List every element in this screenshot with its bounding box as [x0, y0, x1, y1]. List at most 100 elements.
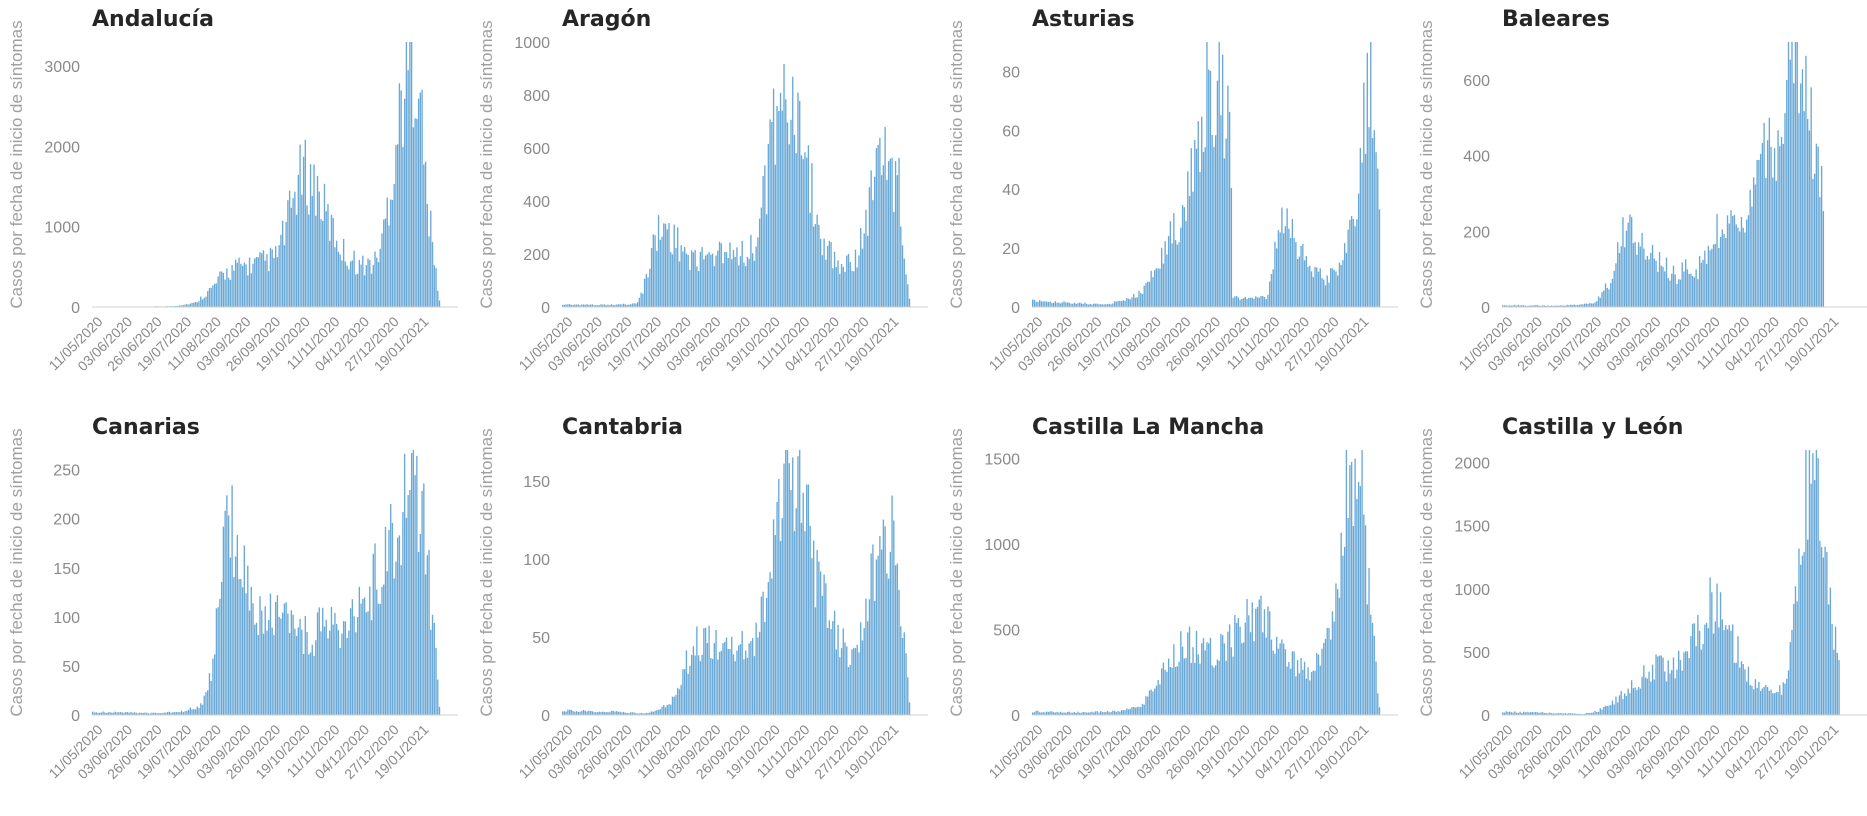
chart-bar — [854, 648, 857, 715]
chart-bar — [1646, 255, 1649, 307]
chart-bar — [589, 711, 592, 715]
chart-bar — [275, 601, 277, 715]
chart-bar — [746, 657, 749, 715]
chart-bar — [799, 101, 801, 307]
chart-bar — [268, 619, 270, 715]
chart-bar — [1154, 270, 1156, 307]
chart-bar — [816, 214, 818, 307]
chart-bar — [102, 711, 104, 715]
chart-bar — [1777, 130, 1779, 307]
chart-bar — [1051, 711, 1053, 715]
chart-bar — [1807, 539, 1809, 715]
chart-bar — [1347, 517, 1349, 715]
chart-bar — [839, 657, 841, 715]
chart-bar — [229, 279, 232, 307]
chart-bar — [1288, 662, 1290, 715]
chart-bar — [266, 254, 268, 307]
chart-bar — [1298, 673, 1301, 715]
chart-bar — [189, 303, 191, 307]
chart-bar — [1350, 216, 1353, 307]
chart-bar — [405, 517, 408, 715]
chart-bar — [1690, 636, 1692, 715]
chart-bar — [1759, 153, 1762, 307]
chart-bar — [1716, 213, 1718, 307]
chart-bar — [351, 260, 354, 307]
chart-bar — [342, 620, 345, 715]
chart-bar — [795, 153, 797, 307]
chart-bar — [1618, 695, 1621, 715]
chart-bar — [410, 42, 413, 307]
chart-bar — [236, 262, 239, 307]
chart-bar — [568, 304, 571, 307]
panel-cantabria: Cantabria Casos por fecha de inicio de sí… — [470, 408, 938, 816]
chart-bar — [433, 265, 435, 307]
chart-bar — [673, 696, 675, 715]
chart-bar — [1033, 712, 1036, 715]
chart-bar — [635, 713, 637, 715]
chart-bar — [1775, 180, 1777, 307]
chart-bar — [1594, 302, 1596, 307]
chart-bar — [886, 179, 888, 307]
chart-bar — [893, 520, 895, 715]
chart-bar — [762, 591, 764, 715]
chart-bar — [624, 712, 627, 715]
chart-bar — [1719, 592, 1722, 715]
chart-bar — [1807, 119, 1809, 307]
chart-bar — [1718, 627, 1720, 715]
chart-bar — [1787, 42, 1790, 307]
chart-bar — [1181, 205, 1184, 307]
chart-bar — [865, 209, 867, 307]
chart-bar — [1377, 168, 1379, 307]
chart-bar — [1707, 245, 1710, 307]
chart-title: Andalucía — [92, 7, 214, 32]
chart-bar — [1686, 269, 1689, 307]
chart-bar — [1773, 148, 1776, 307]
chart-bar — [598, 711, 600, 715]
chart-bar — [1718, 247, 1720, 307]
chart-bar — [1651, 244, 1654, 307]
chart-bar — [207, 291, 209, 307]
chart-bar — [819, 238, 822, 307]
chart-bar — [1324, 285, 1327, 307]
chart-bar — [1820, 165, 1823, 307]
chart-bar — [255, 622, 258, 715]
chart-bar — [1288, 228, 1290, 307]
chart-bar — [1068, 711, 1070, 715]
chart-bar — [1075, 303, 1077, 307]
chart-bar — [1152, 277, 1154, 307]
chart-bar — [713, 266, 715, 307]
chart-bar — [180, 305, 183, 307]
chart-bar — [812, 226, 815, 307]
chart-bar — [1180, 227, 1182, 307]
chart-bar — [426, 204, 428, 307]
chart-bar — [1667, 277, 1669, 307]
chart-bar — [738, 645, 740, 715]
y-tick-label: 0 — [1481, 708, 1490, 725]
chart-bar — [280, 618, 282, 715]
chart-bar — [121, 712, 123, 715]
chart-bar — [281, 220, 284, 307]
chart-bar — [673, 224, 675, 307]
chart-bar — [1167, 236, 1170, 307]
chart-bar — [1145, 283, 1147, 307]
chart-bar — [1089, 712, 1091, 715]
chart-bar — [1117, 711, 1119, 715]
y-tick-label: 0 — [71, 300, 80, 317]
chart-bar — [1079, 302, 1081, 307]
chart-bar — [1129, 708, 1131, 715]
chart-bar — [1208, 69, 1210, 307]
chart-bar — [847, 253, 850, 307]
chart-bar — [360, 264, 362, 307]
chart-bar — [1716, 583, 1718, 715]
panel-canarias: Canarias Casos por fecha de inicio de sín… — [0, 408, 468, 816]
chart-bar — [727, 648, 729, 715]
chart-bar — [1698, 630, 1701, 715]
chart-bar — [346, 637, 348, 715]
chart-bar — [661, 706, 663, 715]
chart-bar — [849, 664, 851, 715]
chart-bar — [826, 246, 829, 307]
chart-bar — [356, 273, 359, 307]
chart-bar — [854, 249, 857, 307]
chart-bar — [1063, 301, 1065, 307]
